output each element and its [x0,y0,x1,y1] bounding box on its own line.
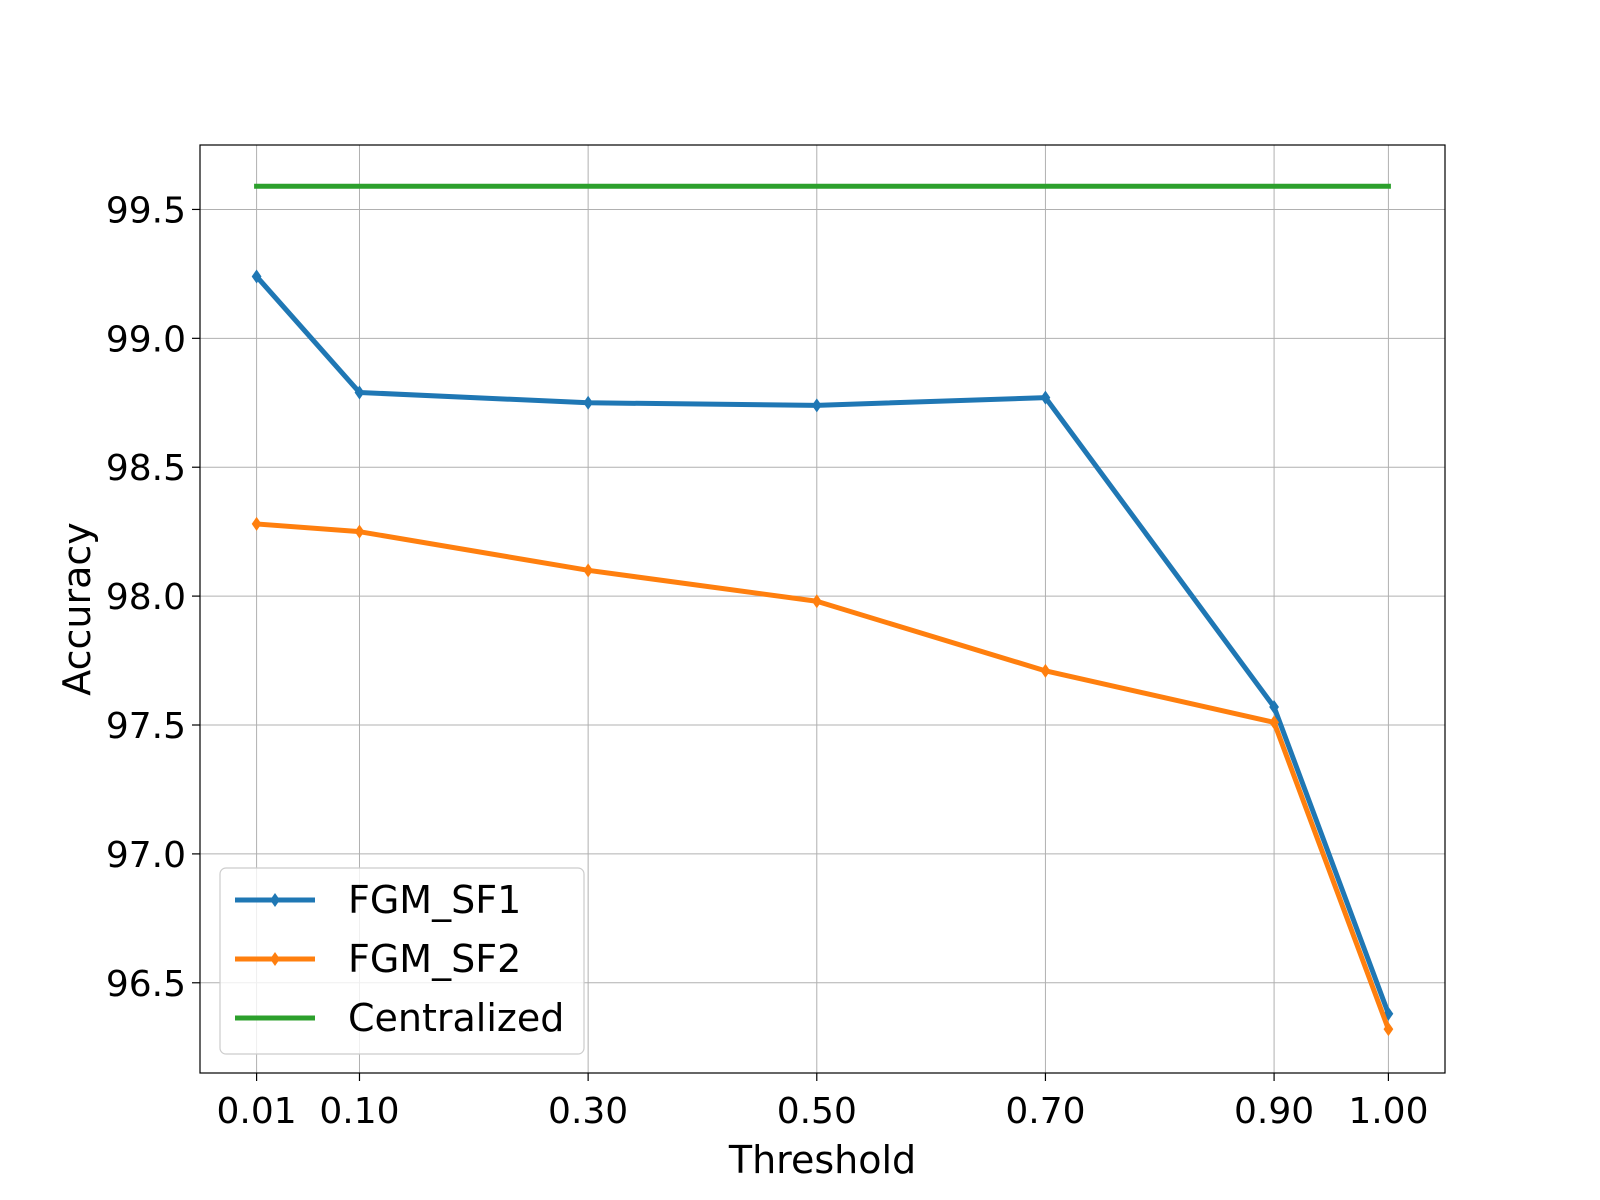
legend-label: FGM_SF2 [348,937,521,981]
data-point-fgm-sf2 [811,594,822,609]
y-tick-label: 99.0 [106,319,186,360]
y-tick-label: 99.5 [106,190,186,231]
y-tick-label: 98.5 [106,448,186,489]
data-point-fgm-sf2 [354,524,365,539]
data-point-fgm-sf1 [583,395,594,410]
series-layer [251,183,1394,1037]
data-point-fgm-sf1 [811,398,822,413]
y-tick-label: 97.0 [106,835,186,876]
data-point-fgm-sf1 [354,385,365,400]
x-axis-label: Threshold [728,1138,916,1182]
data-point-fgm-sf2 [251,516,262,531]
data-point-fgm-sf1 [1040,390,1051,405]
legend-label: Centralized [348,996,564,1040]
data-point-fgm-sf2 [1040,663,1051,678]
x-tick-label: 0.90 [1234,1091,1314,1132]
axis-ticks: 0.01 0.10 0.30 0.50 0.70 0.90 1.00 96.5 97.0 97.5… [106,190,1429,1132]
data-point-fgm-sf1 [251,269,262,284]
x-tick-label: 0.01 [217,1091,297,1132]
x-tick-label: 0.10 [319,1091,399,1132]
data-point-fgm-sf1 [1383,1006,1394,1021]
y-tick-label: 98.0 [106,577,186,618]
data-point-fgm-sf2 [1383,1022,1394,1037]
plot-area-frame [199,144,1446,1074]
x-tick-label: 0.50 [777,1091,857,1132]
legend-marker [270,952,280,966]
x-tick-label: 0.30 [548,1091,628,1132]
legend: FGM_SF1 FGM_SF2 Centralized [219,867,585,1055]
x-tick-label: 0.70 [1005,1091,1085,1132]
legend-label: FGM_SF1 [348,878,521,922]
data-point-fgm-sf2 [1269,715,1279,730]
data-point-fgm-sf1 [1269,699,1279,714]
y-tick-label: 97.5 [106,706,186,747]
data-point-fgm-sf2 [583,563,594,578]
legend-marker [270,893,280,907]
legend-box [219,867,585,1055]
x-tick-label: 1.00 [1348,1091,1428,1132]
y-tick-label: 96.5 [106,964,186,1005]
y-axis-label: Accuracy [55,522,99,696]
